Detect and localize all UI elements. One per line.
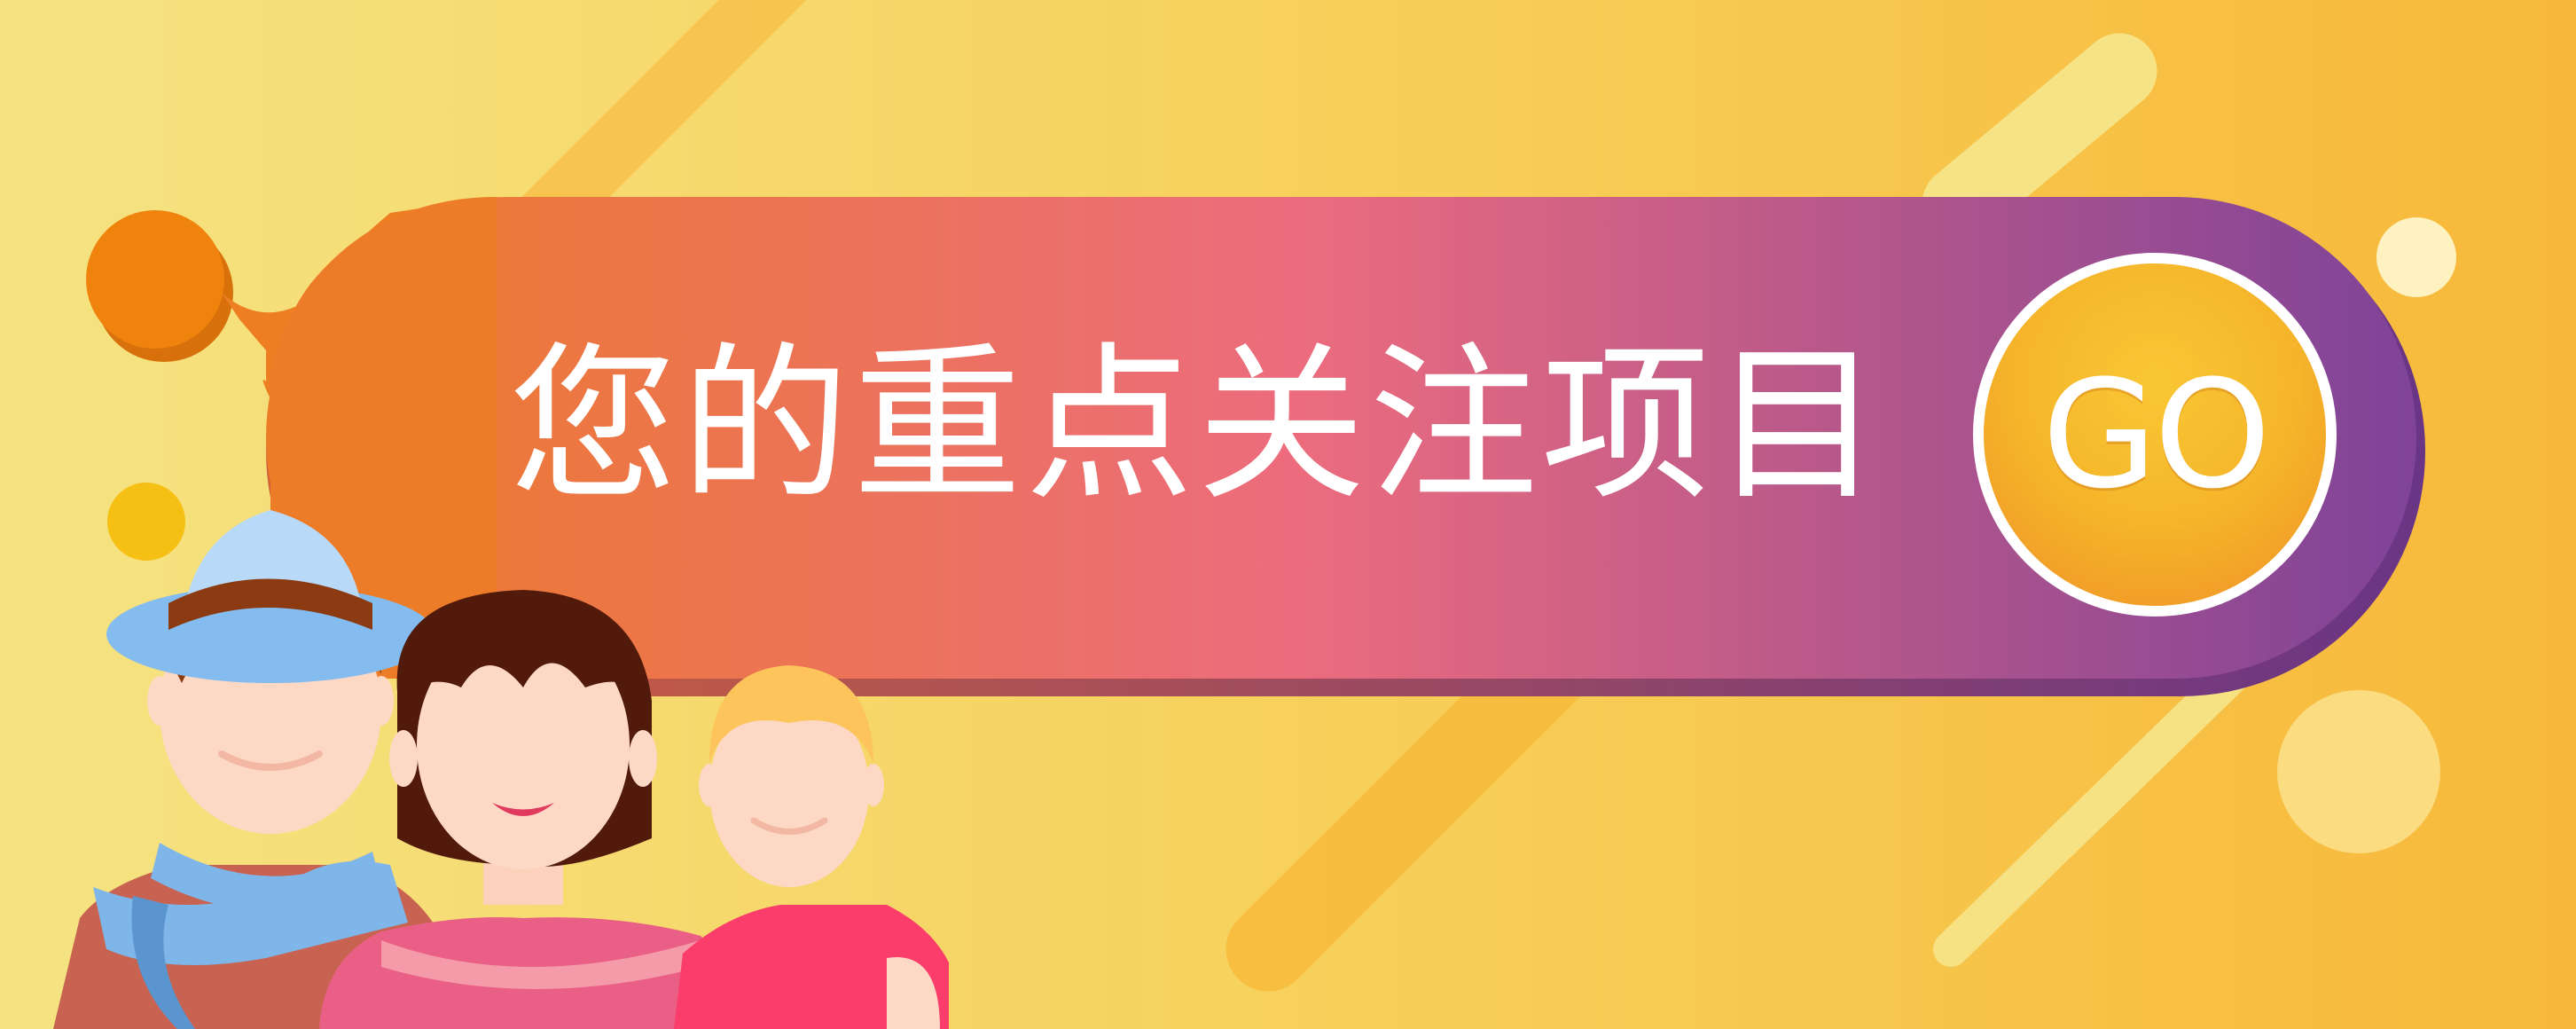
decor-circle [2277, 690, 2440, 853]
headline-pill [266, 197, 2416, 679]
headline-text: 您的重点关注项目 [508, 327, 1885, 523]
blond-boy [674, 665, 949, 1029]
go-button-label: GO [2041, 348, 2271, 522]
decor-circle [2376, 217, 2456, 297]
woman-with-brown-bob [319, 590, 727, 1029]
three-people-icon [53, 510, 949, 1029]
go-button[interactable]: GO [1973, 253, 2337, 617]
decor-circle [107, 483, 185, 561]
